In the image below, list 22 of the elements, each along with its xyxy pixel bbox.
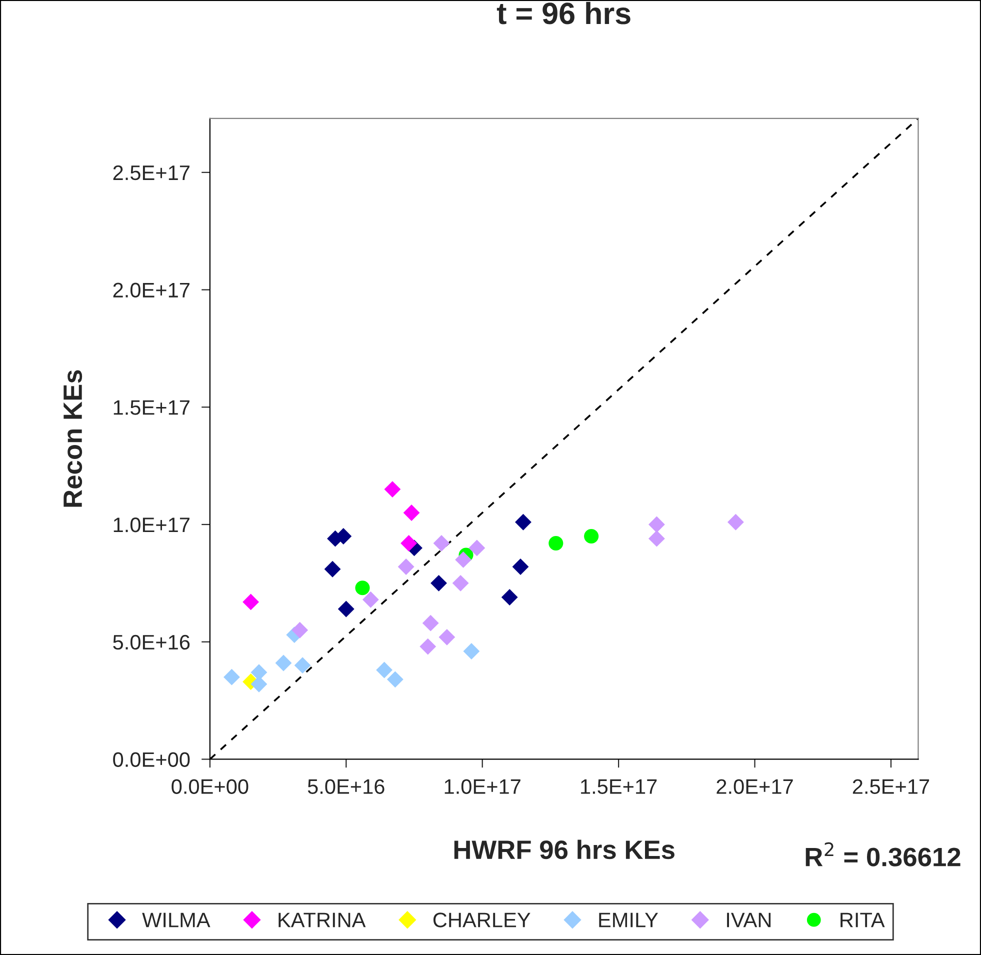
legend-label: CHARLEY xyxy=(433,912,530,928)
x-tick-label: 1.0E+17 xyxy=(444,779,520,794)
x-tick-label: 1.5E+17 xyxy=(581,779,657,794)
x-tick-label: 0.0E+00 xyxy=(172,779,248,794)
chart-title: t = 96 hrs xyxy=(496,2,630,24)
x-tick-label: 5.0E+16 xyxy=(308,779,384,794)
legend-label: EMILY xyxy=(599,912,658,928)
legend-label: WILMA xyxy=(142,912,210,928)
y-tick-label: 5.0E+16 xyxy=(113,634,190,650)
text: R$^{2}$ = 0.36612 xyxy=(806,842,960,866)
x-axis-title: HWRF 96 hrs KEs xyxy=(454,840,674,860)
y-tick-label: 1.0E+17 xyxy=(114,518,190,532)
legend-label: KATRINA xyxy=(278,912,366,928)
y-tick-label: 2.5E+17 xyxy=(113,165,190,180)
y-tick-label: 2.0E+17 xyxy=(113,282,190,298)
x-tick-label: 2.5E+17 xyxy=(852,779,930,794)
legend-label: RITA xyxy=(840,912,885,928)
x-tick-label: 2.0E+17 xyxy=(716,779,793,794)
y-tick-label: 0.0E+00 xyxy=(113,752,190,767)
y-axis-title: Recon KEs xyxy=(64,370,82,507)
y-tick-label: 1.5E+17 xyxy=(114,400,190,415)
legend-label: IVAN xyxy=(727,912,771,928)
